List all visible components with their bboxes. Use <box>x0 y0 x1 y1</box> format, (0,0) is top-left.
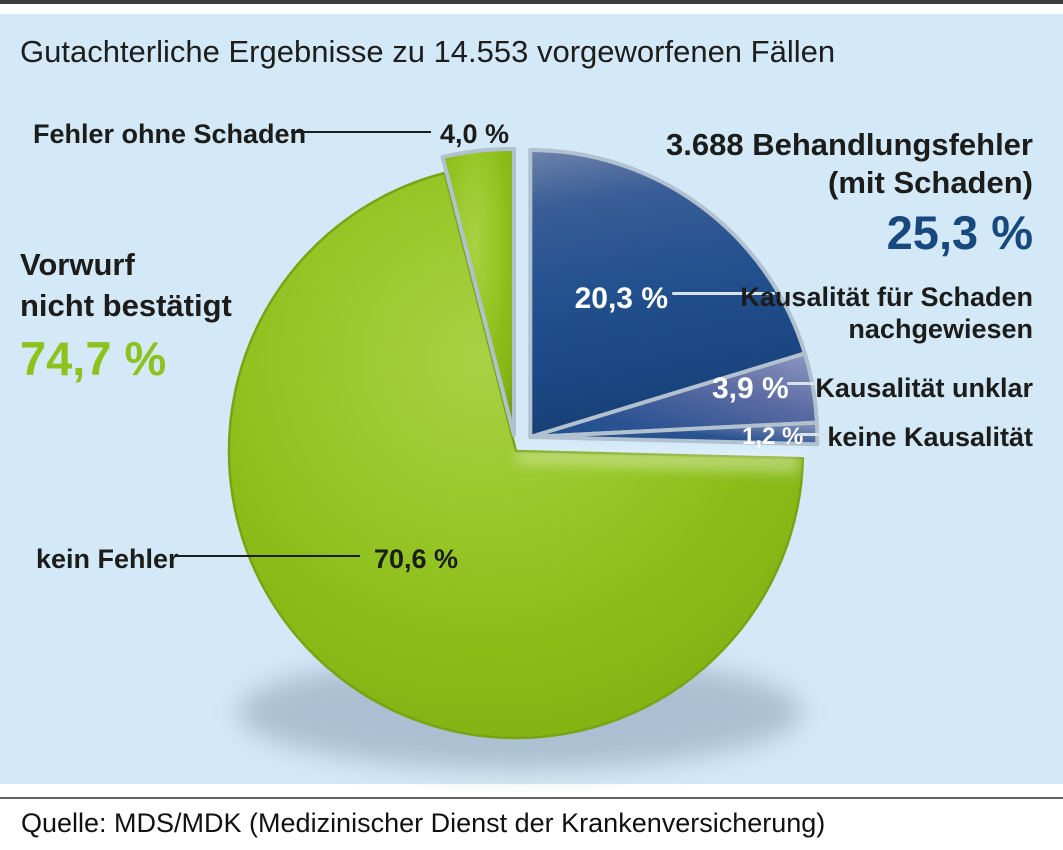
value-kausalitaet-unklar: 3,9 % <box>712 372 789 405</box>
green-highlight-band <box>516 451 801 474</box>
window-top-edge <box>0 0 1063 4</box>
source-text: Quelle: MDS/MDK (Medizinischer Dienst de… <box>21 808 826 838</box>
blue-group-heading: 3.688 Behandlungsfehler (mit Schaden) 25… <box>666 126 1033 259</box>
pointer-line-kein-fehler <box>175 555 360 557</box>
slice-fehler-ohne-schaden <box>440 146 516 438</box>
label-kein-fehler: kein Fehler <box>36 544 179 574</box>
label-kausalitaet-nachgewiesen-line2: nachgewiesen <box>848 314 1033 345</box>
slice-kein-fehler <box>227 171 805 740</box>
value-fehler-ohne-schaden: 4,0 % <box>440 119 510 149</box>
pointer-line-keine-kausalitaet <box>799 433 835 436</box>
green-group-value: 74,7 % <box>20 332 167 385</box>
label-kausalitaet-nachgewiesen: Kausalität für Schaden nachgewiesen <box>740 281 1033 346</box>
label-kausalitaet-nachgewiesen-line1: Kausalität für Schaden <box>740 282 1033 312</box>
value-kein-fehler: 70,6 % <box>374 544 459 574</box>
label-fehler-ohne-schaden: Fehler ohne Schaden <box>33 119 307 149</box>
chart-title: Gutachterliche Ergebnisse zu 14.553 vorg… <box>20 34 836 69</box>
label-keine-kausalitaet: keine Kausalität <box>827 422 1033 452</box>
blue-group-line1: 3.688 Behandlungsfehler <box>666 127 1033 162</box>
green-group-heading: Vorwurf nicht bestätigt 74,7 % <box>20 244 232 384</box>
pointer-line-kausalitaet-unklar <box>787 382 825 385</box>
slice-kausalitaet-nachgewiesen <box>528 148 807 439</box>
footer-separator-line <box>0 797 1063 799</box>
pointer-line-kausalitaet-nachgewiesen <box>672 292 775 295</box>
value-keine-kausalitaet: 1,2 % <box>742 423 804 450</box>
green-group-line2: nicht bestätigt <box>20 288 232 323</box>
blue-group-value: 25,3 % <box>886 206 1033 259</box>
pointer-line-fehler-ohne-schaden <box>291 131 431 133</box>
value-kausalitaet-nachgewiesen: 20,3 % <box>574 282 668 315</box>
label-kausalitaet-unklar: Kausalität unklar <box>815 373 1033 403</box>
green-group-line1: Vorwurf <box>20 247 135 282</box>
blue-group-line2: (mit Schaden) <box>828 165 1033 200</box>
